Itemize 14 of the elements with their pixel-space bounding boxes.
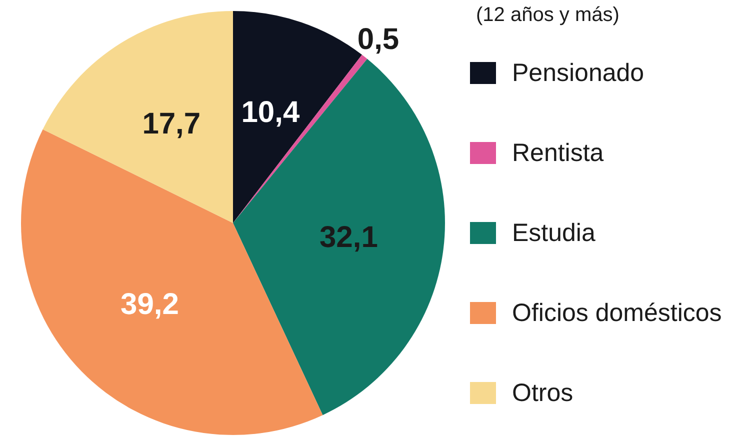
- data-label: 10,4: [241, 96, 300, 130]
- legend-label: Estudia: [512, 218, 596, 248]
- data-label: 32,1: [320, 220, 378, 254]
- pie-slice: [233, 58, 445, 416]
- legend-label: Pensionado: [512, 58, 644, 88]
- data-label: 17,7: [142, 108, 201, 140]
- pie-slice: [233, 54, 368, 223]
- legend-label: Oficios domésticos: [512, 298, 722, 328]
- legend-title: (12 años y más): [476, 4, 620, 27]
- legend-label: Rentista: [512, 138, 604, 168]
- data-label: 0,5: [357, 23, 400, 56]
- legend-label: Otros: [512, 378, 574, 408]
- pie-slice: [42, 11, 233, 223]
- data-label: 39,2: [120, 288, 179, 322]
